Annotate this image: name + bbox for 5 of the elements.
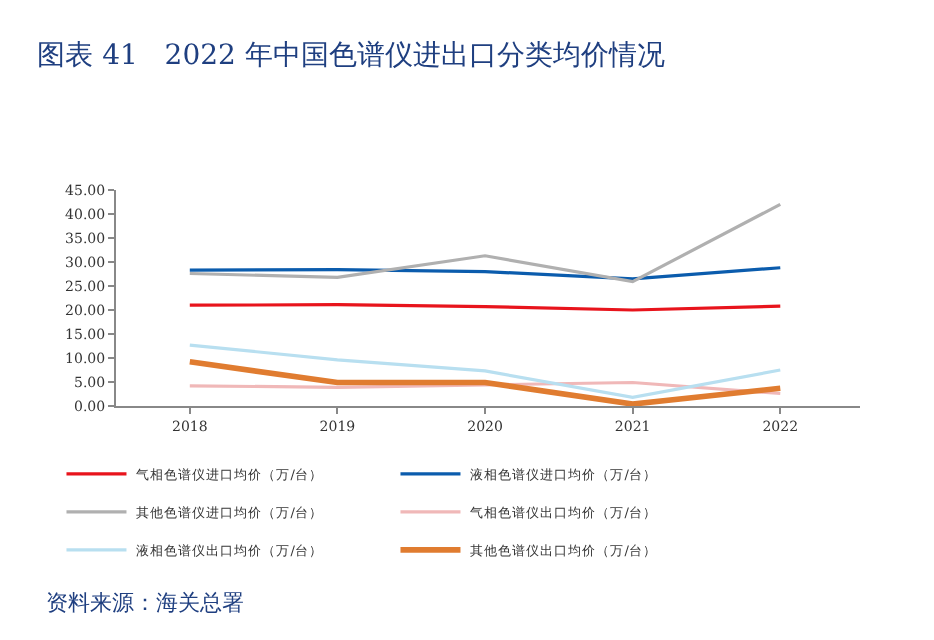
line-series [188,202,782,284]
line-series [187,359,784,406]
line-series [188,343,782,399]
chart-title: 图表 41 2022 年中国色谱仪进出口分类均价情况 [37,40,665,73]
text: 资料来源：海关总署 [46,590,244,616]
